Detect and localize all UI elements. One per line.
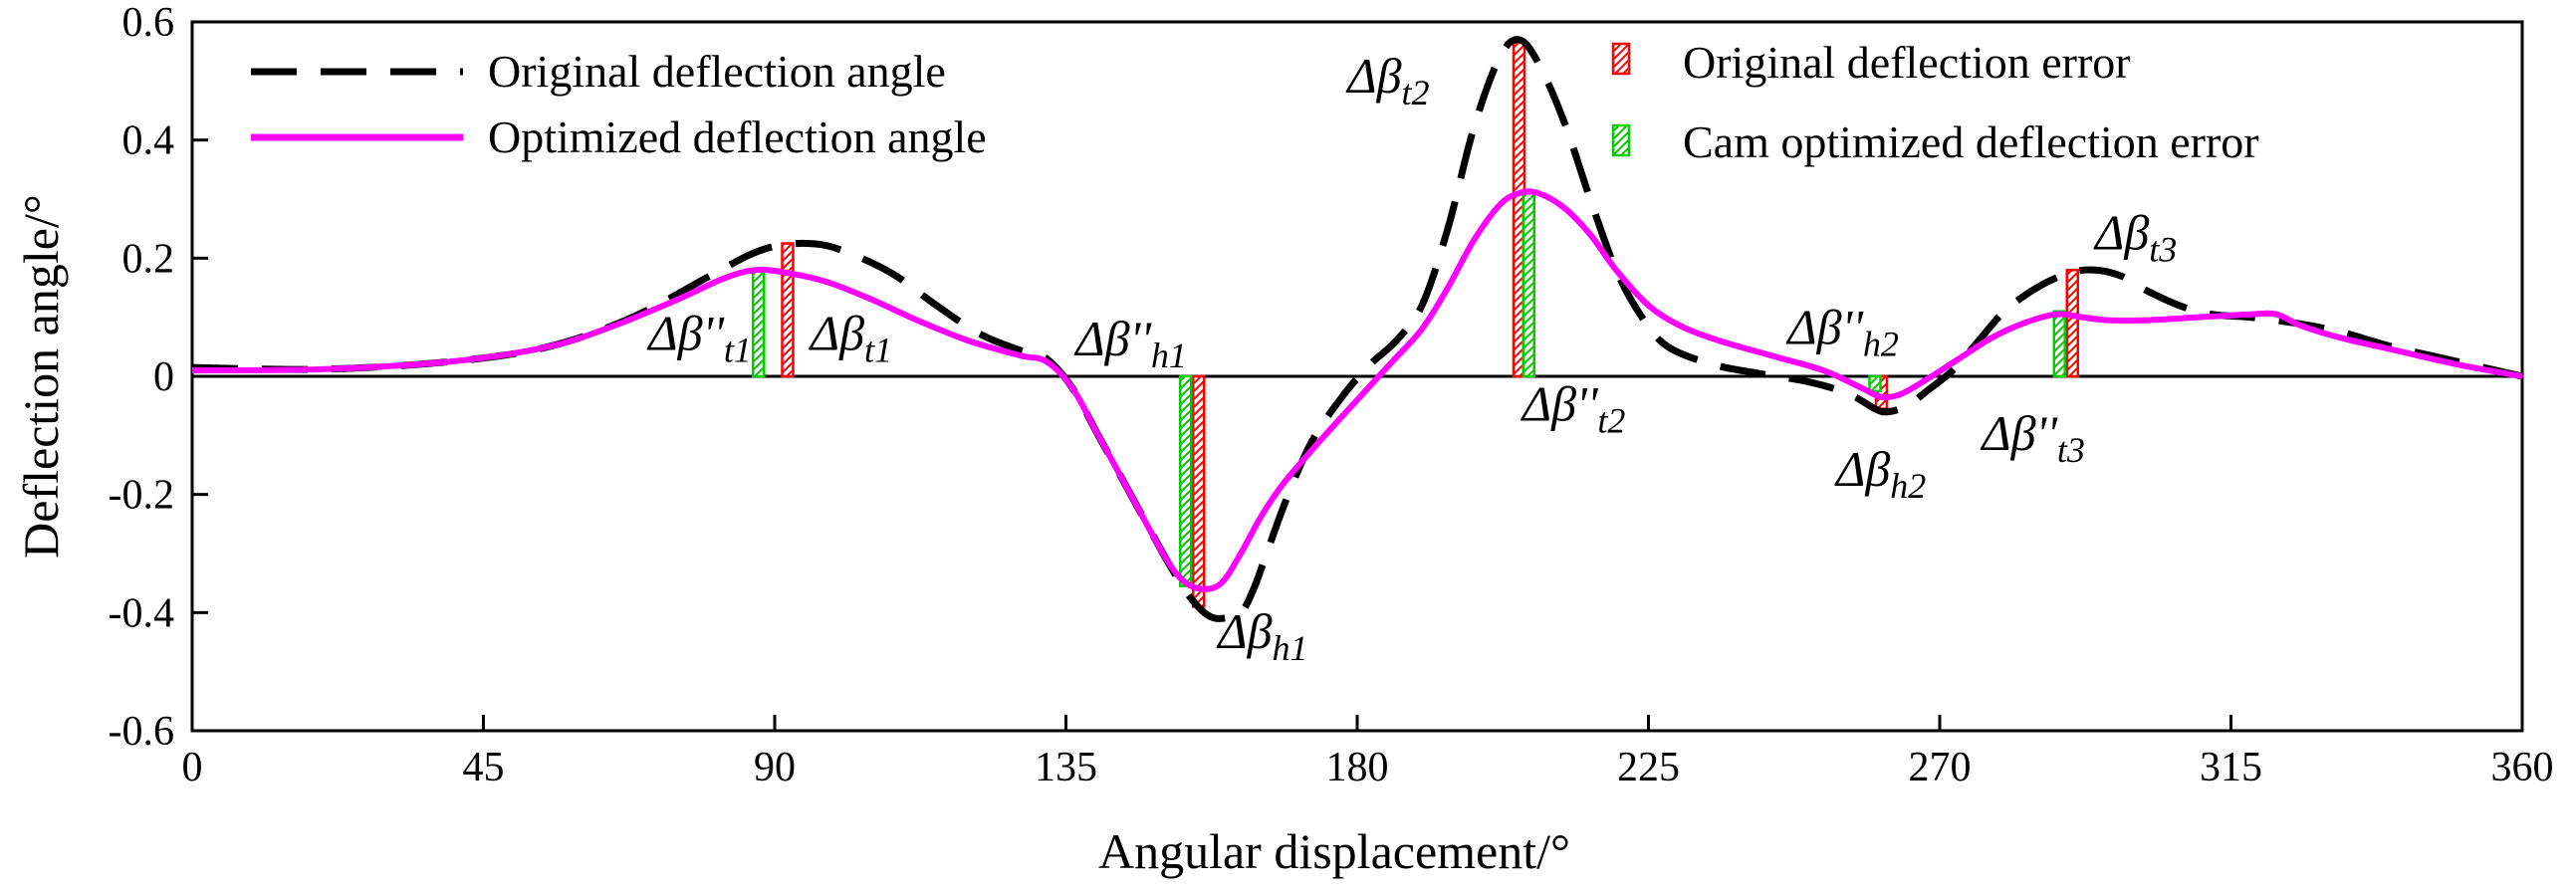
optimized-error-bar — [752, 268, 766, 378]
x-tick-label: 45 — [463, 745, 505, 790]
y-tick-label: 0.2 — [122, 236, 175, 282]
error-annotation-label: Δβh2 — [1834, 441, 1926, 506]
legend-optimized-error-label: Cam optimized deflection error — [1683, 116, 2259, 167]
legend-original-line-label: Original deflection angle — [488, 46, 946, 97]
error-annotations: Δβ''t1 Δβt1 Δβ''h1 Δβh1 Δβt2 Δβ''t2 Δβ''h2 Δβh2… — [646, 48, 2177, 668]
y-tick-label: 0 — [153, 354, 174, 400]
x-tick-label: 0 — [182, 745, 203, 790]
optimized-error-bar — [1522, 191, 1535, 378]
y-tick-label: -0.2 — [109, 473, 175, 519]
legend-right: Original deflection error Cam optimized … — [1611, 37, 2259, 167]
legend-optimized-error-swatch — [1611, 123, 1631, 157]
y-tick-label: -0.4 — [109, 590, 175, 636]
error-annotation-label: Δβ''t2 — [1521, 376, 1626, 441]
optimized-error-bar — [2052, 310, 2066, 378]
optimized-deflection-line — [192, 188, 2522, 592]
error-annotation-label: Δβt2 — [1345, 48, 1429, 112]
x-tick-label: 270 — [1909, 745, 1972, 790]
original-deflection-line — [192, 36, 2522, 622]
original-error-bar — [1192, 374, 1206, 608]
x-axis-title: Angular displacement/° — [1098, 823, 1570, 879]
axis-tick-labels: 0 45 90 135 180 225 270 315 360 0.6 0.4 0.2 0 -0.2 -0.… — [109, 0, 2554, 790]
x-tick-label: 180 — [1326, 745, 1389, 790]
error-annotation-label: Δβh1 — [1216, 603, 1307, 668]
axis-ticks — [190, 20, 2524, 733]
y-tick-label: -0.6 — [109, 709, 175, 755]
x-tick-label: 135 — [1035, 745, 1097, 790]
y-tick-label: 0.4 — [122, 118, 175, 164]
legend-left: Original deflection angle Optimized defl… — [251, 46, 987, 162]
x-tick-label: 225 — [1617, 745, 1680, 790]
legend-original-error-swatch — [1611, 42, 1631, 76]
x-tick-label: 315 — [2200, 745, 2262, 790]
error-annotation-label: Δβ''t1 — [646, 305, 752, 369]
optimized-error-bar — [1868, 374, 1882, 393]
optimized-error-bar — [1179, 374, 1193, 587]
y-axis-title: Deflection angle/° — [13, 194, 69, 559]
original-error-bar — [781, 242, 795, 378]
error-annotation-label: Δβ''h2 — [1785, 299, 1899, 363]
error-annotation-label: Δβt1 — [809, 305, 892, 369]
error-annotation-label: Δβ''t3 — [1980, 405, 2085, 470]
y-tick-label: 0.6 — [122, 0, 175, 46]
legend-original-error-label: Original deflection error — [1683, 37, 2131, 88]
x-tick-label: 360 — [2491, 745, 2554, 790]
series-lines — [192, 36, 2522, 622]
x-tick-label: 90 — [754, 745, 796, 790]
error-annotation-label: Δβ''h1 — [1073, 311, 1187, 375]
legend-optimized-line-label: Optimized deflection angle — [488, 112, 987, 162]
original-error-bar — [2065, 268, 2079, 378]
error-annotation-label: Δβt3 — [2093, 204, 2177, 269]
